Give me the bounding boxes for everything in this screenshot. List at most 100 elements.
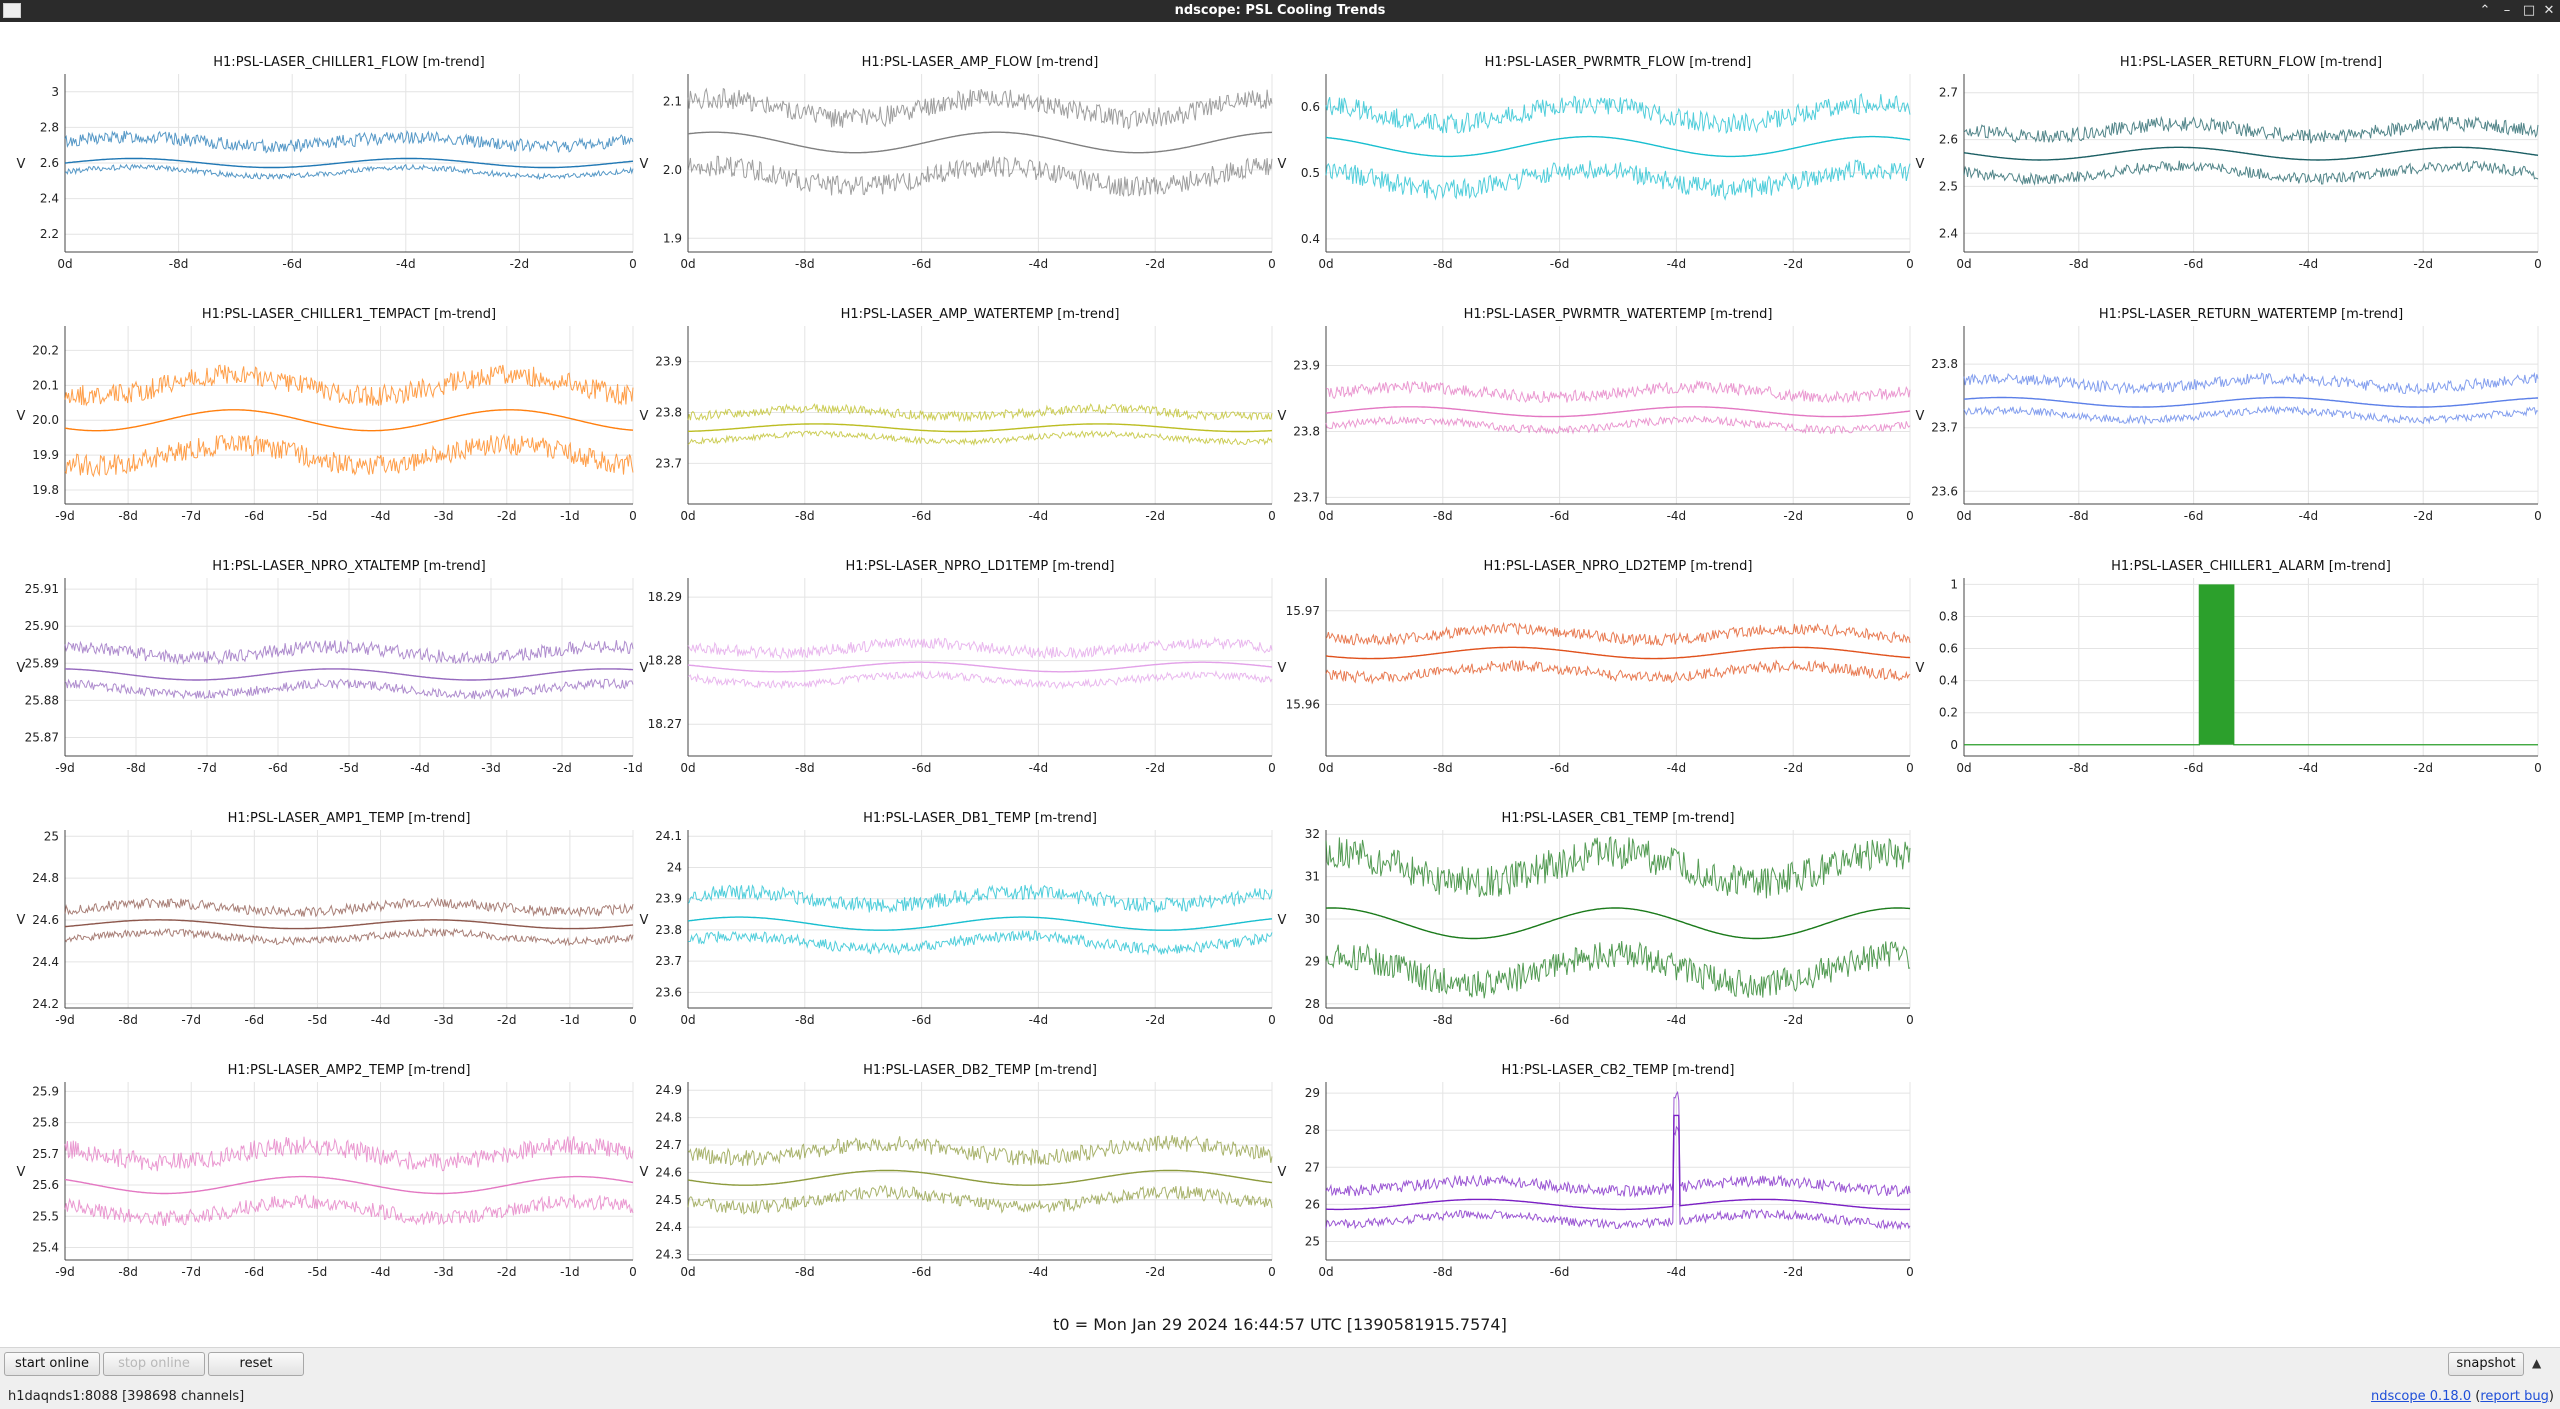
x-tick-label: -7d (197, 761, 217, 775)
plot-panel[interactable]: H1:PSL-LASER_AMP2_TEMP [m-trend] 25.4 25.5… (17, 1063, 637, 1279)
y-axis-label: V (17, 409, 26, 424)
plots-canvas[interactable]: H1:PSL-LASER_CHILLER1_FLOW [m-trend] 2.2 2… (0, 22, 2560, 1322)
chevron-up-icon[interactable]: ⌃ (2479, 3, 2491, 18)
y-tick-label: 23.8 (655, 405, 682, 419)
x-tick-label: -6d (245, 1013, 265, 1027)
y-tick-label: 24.4 (655, 1220, 682, 1234)
x-tick-label: -4d (1029, 761, 1049, 775)
expand-up-icon[interactable]: ▲ (2532, 1356, 2542, 1370)
y-tick-label: 18.28 (648, 654, 682, 668)
x-tick-label: -4d (396, 257, 416, 271)
reset-button[interactable]: reset (208, 1352, 304, 1376)
stop-online-button[interactable]: stop online (103, 1352, 205, 1376)
y-tick-label: 25.7 (32, 1147, 59, 1161)
y-axis-label: V (1916, 409, 1925, 424)
y-tick-label: 25.4 (32, 1241, 59, 1255)
version-link[interactable]: ndscope 0.18.0 (2371, 1389, 2472, 1404)
data-trace-min (1325, 659, 1911, 685)
plot-title: H1:PSL-LASER_CHILLER1_TEMPACT [m-trend] (202, 307, 496, 322)
y-tick-label: 24.9 (655, 1083, 682, 1097)
close-icon[interactable]: ✕ (2543, 3, 2555, 18)
y-tick-label: 20.1 (32, 378, 59, 392)
data-trace-max (1963, 371, 2539, 395)
plot-panel[interactable]: H1:PSL-LASER_AMP_FLOW [m-trend] 1.9 2.0 2.1… (640, 55, 1276, 271)
x-tick-label: -8d (169, 257, 189, 271)
x-tick-label: -6d (912, 1265, 932, 1279)
y-tick-label: 23.9 (655, 355, 682, 369)
plot-panel[interactable]: H1:PSL-LASER_NPRO_XTALTEMP [m-trend] 25.8… (17, 559, 643, 775)
plot-panel[interactable]: H1:PSL-LASER_RETURN_FLOW [m-trend] 2.4 2.5… (1916, 55, 2542, 271)
plot-grid[interactable]: H1:PSL-LASER_CHILLER1_FLOW [m-trend] 2.2 2… (0, 22, 2560, 1344)
data-trace-mean (64, 409, 634, 432)
y-axis-label: V (17, 157, 26, 172)
data-trace (1964, 584, 2538, 746)
snapshot-button[interactable]: snapshot (2448, 1352, 2524, 1376)
plot-panel[interactable]: H1:PSL-LASER_CHILLER1_ALARM [m-trend] 0 0.… (1916, 559, 2542, 775)
plot-panel[interactable]: H1:PSL-LASER_NPRO_LD1TEMP [m-trend] 18.27… (640, 559, 1276, 775)
plot-panel[interactable]: H1:PSL-LASER_NPRO_LD2TEMP [m-trend] 15.96… (1278, 559, 1914, 775)
data-trace-min (64, 433, 634, 478)
y-tick-label: 25.8 (32, 1116, 59, 1130)
x-tick-label: -2d (2413, 509, 2433, 523)
plot-panel[interactable]: H1:PSL-LASER_CB2_TEMP [m-trend] 25 26 27 28 2… (1278, 1063, 1914, 1279)
minimize-icon[interactable]: – (2503, 3, 2511, 18)
y-tick-label: 24.6 (32, 913, 59, 927)
plot-panel[interactable]: H1:PSL-LASER_CB1_TEMP [m-trend] 28 29 30 31 3… (1278, 811, 1914, 1027)
x-tick-label: -2d (1783, 509, 1803, 523)
x-tick-label: 0d (680, 761, 695, 775)
x-tick-label: -7d (181, 1013, 201, 1027)
x-tick-label: -8d (1433, 509, 1453, 523)
x-tick-label: -6d (1550, 1265, 1570, 1279)
data-trace-max (64, 639, 634, 666)
x-tick-label: -9d (55, 761, 75, 775)
plot-panel[interactable]: H1:PSL-LASER_AMP1_TEMP [m-trend] 24.2 24.4… (17, 811, 637, 1027)
x-tick-label: -4d (1667, 1265, 1687, 1279)
window-title: ndscope: PSL Cooling Trends (1174, 3, 1386, 18)
y-tick-label: 15.96 (1286, 697, 1320, 711)
plot-panel[interactable]: H1:PSL-LASER_CHILLER1_FLOW [m-trend] 2.2 2… (17, 55, 637, 271)
y-tick-label: 23.7 (1931, 421, 1958, 435)
data-trace-min (687, 669, 1273, 690)
y-tick-label: 28 (1305, 997, 1320, 1011)
plot-panel[interactable]: H1:PSL-LASER_CHILLER1_TEMPACT [m-trend] 1… (17, 307, 637, 523)
report-bug-link[interactable]: report bug (2480, 1389, 2549, 1404)
x-tick-label: 0d (1956, 509, 1971, 523)
x-tick-label: -6d (268, 761, 288, 775)
x-tick-label: -2d (552, 761, 572, 775)
x-tick-label: 0d (1318, 1013, 1333, 1027)
y-tick-label: 24.5 (655, 1193, 682, 1207)
x-tick-label: -9d (55, 509, 75, 523)
y-tick-label: 0.2 (1939, 706, 1958, 720)
x-tick-label: -8d (795, 1013, 815, 1027)
y-tick-label: 29 (1305, 954, 1320, 968)
y-tick-label: 2.4 (40, 192, 59, 206)
x-tick-label: -6d (912, 761, 932, 775)
plot-title: H1:PSL-LASER_NPRO_XTALTEMP [m-trend] (212, 559, 485, 574)
start-online-button[interactable]: start online (4, 1352, 100, 1376)
maximize-icon[interactable]: □ (2522, 3, 2536, 18)
plot-title: H1:PSL-LASER_AMP2_TEMP [m-trend] (228, 1063, 471, 1078)
plot-panel[interactable]: H1:PSL-LASER_PWRMTR_FLOW [m-trend] 0.4 0.5… (1278, 55, 1914, 271)
y-axis-label: V (640, 409, 649, 424)
plot-panel[interactable]: H1:PSL-LASER_DB2_TEMP [m-trend] 24.3 24.4 2… (640, 1063, 1276, 1279)
x-tick-label: -4d (371, 1013, 391, 1027)
x-tick-label: -8d (2069, 257, 2089, 271)
y-tick-label: 24.8 (655, 1111, 682, 1125)
x-tick-label: 0d (1956, 257, 1971, 271)
x-tick-label: -6d (912, 1013, 932, 1027)
plot-panel[interactable]: H1:PSL-LASER_AMP_WATERTEMP [m-trend] 23.7… (640, 307, 1276, 523)
x-tick-label: -8d (1433, 761, 1453, 775)
paren-close: ) (2548, 1389, 2554, 1404)
app-icon (3, 3, 21, 18)
x-tick-label: -4d (410, 761, 430, 775)
plot-panel[interactable]: H1:PSL-LASER_DB1_TEMP [m-trend] 23.6 23.7 2… (640, 811, 1276, 1027)
x-tick-label: -1d (560, 509, 580, 523)
data-trace-max (1325, 93, 1911, 135)
x-tick-label: 0d (57, 257, 72, 271)
plot-panel[interactable]: H1:PSL-LASER_RETURN_WATERTEMP [m-trend] 2… (1916, 307, 2542, 523)
data-trace-mean (64, 919, 634, 930)
x-tick-label: -8d (2069, 509, 2089, 523)
x-tick-label: 0 (1906, 257, 1914, 271)
plot-panel[interactable]: H1:PSL-LASER_PWRMTR_WATERTEMP [m-trend] 2… (1278, 307, 1914, 523)
x-tick-label: -8d (795, 1265, 815, 1279)
